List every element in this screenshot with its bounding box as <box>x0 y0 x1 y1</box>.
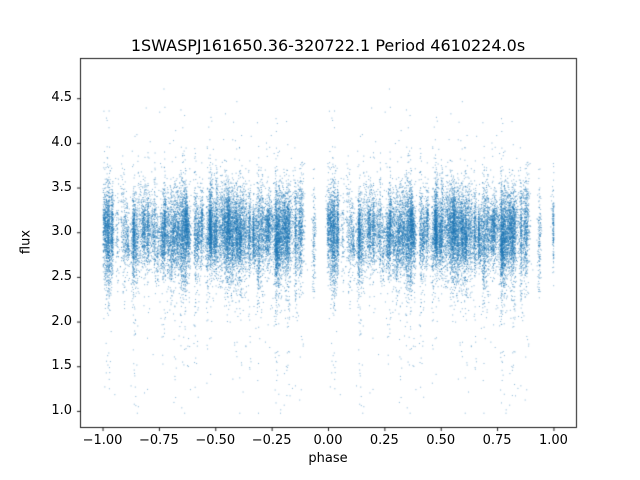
y-tick-label: 2.5 <box>51 268 72 284</box>
y-tick-label: 4.5 <box>51 90 72 106</box>
x-tick-label: −0.50 <box>195 433 236 448</box>
x-tick-label: −1.00 <box>82 433 123 448</box>
y-tick-label: 3.5 <box>51 179 72 195</box>
y-tick-label: 1.5 <box>51 358 72 374</box>
x-tick-label: 0.00 <box>313 433 343 448</box>
x-tick-label: 0.25 <box>369 433 399 448</box>
y-tick-label: 2.0 <box>51 313 72 329</box>
y-tick-label: 3.0 <box>51 224 72 240</box>
y-tick-label: 1.0 <box>51 402 72 418</box>
x-tick-label: 0.50 <box>426 433 456 448</box>
x-tick-label: −0.75 <box>138 433 179 448</box>
x-tick-label: 1.00 <box>538 433 568 448</box>
y-tick-label: 4.0 <box>51 134 72 150</box>
x-axis-label: phase <box>308 451 348 466</box>
x-tick-label: −0.25 <box>251 433 292 448</box>
x-tick-label: 0.75 <box>482 433 512 448</box>
chart-title: 1SWASPJ161650.36-320722.1 Period 4610224… <box>130 36 526 55</box>
